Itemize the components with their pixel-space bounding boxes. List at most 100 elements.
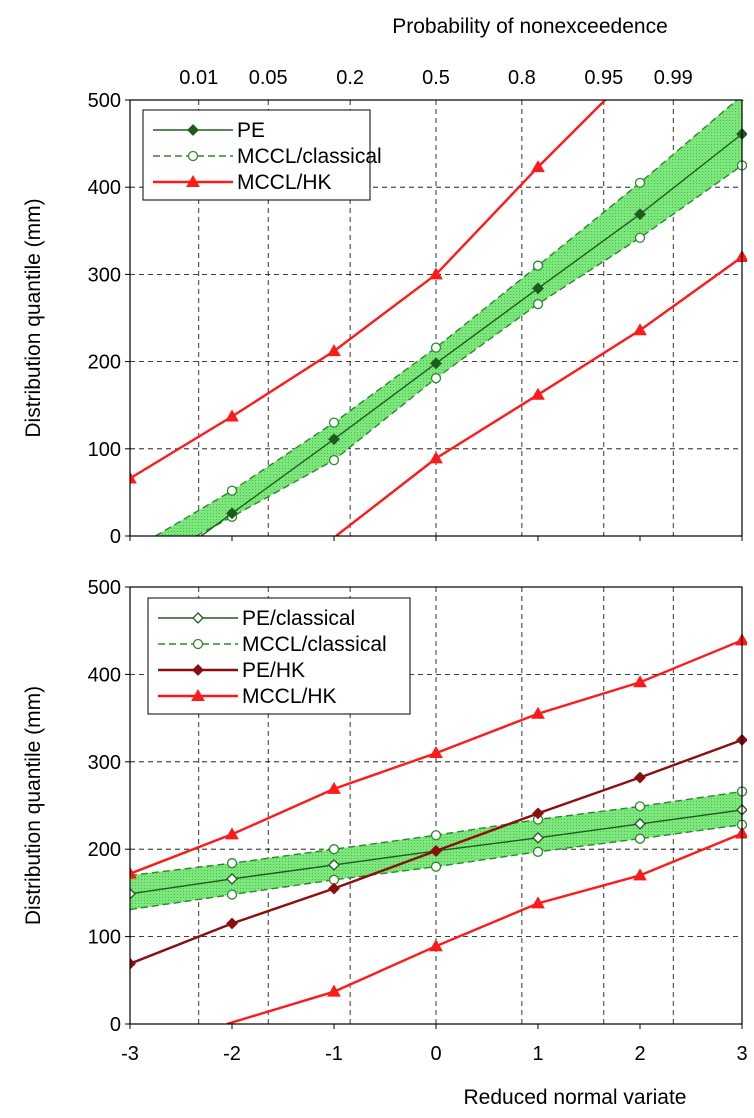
legend-label: PE/HK — [242, 659, 305, 682]
top-panel: 0 100 200 300 400 500 0.01 0.05 0.2 0.5 0.8 0.95 0.9… — [22, 67, 747, 548]
mccl-hk-point — [225, 409, 239, 422]
mccl-hk-upper-point — [531, 706, 545, 719]
mccl-hk-lower-point — [429, 451, 443, 464]
pe-hk-point — [430, 845, 442, 857]
legend-marker — [187, 124, 199, 136]
bottom-axis-title: Reduced normal variate — [464, 1086, 687, 1109]
pe-hk-point — [130, 957, 136, 970]
pe-classical-point — [634, 817, 646, 830]
legend-marker — [192, 664, 204, 676]
y-tick-label: 200 — [88, 839, 121, 861]
y-tick-label: 400 — [88, 177, 121, 199]
mccl-classical-upper-point — [226, 858, 238, 869]
x-tick-label: -1 — [325, 1043, 343, 1065]
mccl-hk-point — [327, 344, 341, 357]
top-prob-label: 0.99 — [654, 67, 693, 89]
pe-point — [328, 433, 340, 446]
legend-marker — [192, 612, 204, 624]
pe-point — [226, 507, 238, 520]
top-prob-label: 0.5 — [422, 67, 450, 89]
mccl-classical-upper-point — [430, 830, 442, 841]
y-tick-label: 300 — [88, 264, 121, 286]
mccl-classical-lower-point — [532, 298, 544, 310]
legend-label: MCCL/HK — [242, 685, 337, 708]
mccl-classical-lower-point — [328, 454, 340, 466]
y-tick-label: 100 — [88, 927, 121, 949]
pe-classical-point — [130, 887, 136, 900]
y-tick-label: 500 — [88, 90, 121, 112]
mccl-hk-lower-point — [633, 323, 647, 336]
pe-hk-point — [532, 807, 544, 820]
mccl-classical-upper-point — [430, 342, 442, 353]
x-tick-label: 0 — [430, 1043, 441, 1065]
pe-classical-point — [532, 831, 544, 844]
top-prob-label: 0.01 — [179, 67, 218, 89]
plot-series-group — [130, 633, 747, 1024]
mccl-classical-upper-point — [328, 844, 340, 855]
mccl-classical-upper-point — [634, 801, 646, 812]
legend-label: MCCL/classical — [242, 633, 387, 656]
pe-point — [430, 357, 442, 370]
y-axis-title: Distribution quantile (mm) — [22, 198, 45, 437]
mccl-hk-lower-line — [226, 832, 743, 1024]
x-tick-label: 2 — [634, 1043, 645, 1065]
y-tick-label: 200 — [88, 352, 121, 374]
x-tick-label: -3 — [121, 1043, 139, 1065]
pe-classical-point — [328, 859, 340, 871]
mccl-classical-lower-point — [430, 373, 442, 384]
mccl-classical-upper-point — [739, 100, 745, 101]
legend-box — [142, 109, 371, 201]
pe-classical-point — [226, 872, 238, 885]
mccl-hk-upper-point — [225, 827, 239, 840]
mccl-classical-upper-point — [226, 485, 238, 496]
legend-label: MCCL/HK — [237, 171, 332, 194]
y-tick-label: 0 — [110, 526, 121, 548]
mccl-hk-point — [130, 471, 137, 484]
top-prob-label: 0.95 — [584, 67, 623, 89]
mccl-classical-lower-point — [634, 232, 646, 243]
top-prob-label: 0.2 — [336, 67, 364, 89]
legend-marker — [191, 688, 205, 701]
y-tick-label: 100 — [88, 439, 121, 461]
top-axis-title: Probability of nonexceedence — [392, 15, 668, 38]
mccl-hk-upper-point — [130, 866, 137, 879]
mccl-classical-lower-point — [532, 846, 544, 857]
mccl-classical-upper-point — [328, 417, 340, 428]
mccl-classical-lower-point — [634, 833, 646, 844]
mccl-hk-lower-point — [429, 939, 443, 952]
top-prob-label: 0.05 — [249, 67, 288, 89]
mccl-hk-point — [429, 267, 443, 280]
mccl-hk-lower-point — [327, 984, 341, 997]
mccl-classical-lower-point — [226, 889, 238, 900]
mccl-hk-lower-point — [633, 868, 647, 881]
legend-marker — [192, 638, 204, 650]
pe-point — [634, 208, 646, 221]
mccl-hk-lower-point — [531, 387, 545, 400]
mccl-classical-upper-point — [634, 177, 646, 188]
x-tick-label: 3 — [736, 1043, 747, 1065]
mccl-hk-upper-point — [429, 746, 443, 759]
mccl-classical-lower-point — [430, 861, 442, 872]
legend-marker — [187, 150, 199, 162]
mccl-classical-upper-point — [532, 260, 544, 271]
mccl-hk-upper-point — [327, 781, 341, 794]
legend-label: PE — [237, 119, 265, 142]
mccl-hk-point — [531, 160, 545, 173]
bottom-panel: 0 100 200 300 400 500 -3 -2 -1 0 1 2 3 Distribution q… — [22, 577, 748, 1065]
y-tick-label: 500 — [88, 577, 121, 599]
legend-label: MCCL/classical — [237, 145, 382, 168]
y-tick-label: 0 — [110, 1014, 121, 1036]
x-tick-label: 1 — [532, 1043, 543, 1065]
plot-series-group — [130, 100, 747, 536]
top-prob-label: 0.8 — [508, 67, 536, 89]
mccl-hk-upper-point — [633, 675, 647, 688]
pe-hk-point — [328, 882, 340, 895]
y-axis-title: Distribution quantile (mm) — [22, 686, 45, 925]
mccl-hk-lower-point — [531, 896, 545, 909]
legend-marker — [186, 174, 200, 187]
legend-label: PE/classical — [242, 607, 355, 630]
pe-point — [532, 282, 544, 295]
pe-hk-point — [634, 771, 646, 784]
pe-hk-point — [226, 917, 238, 930]
